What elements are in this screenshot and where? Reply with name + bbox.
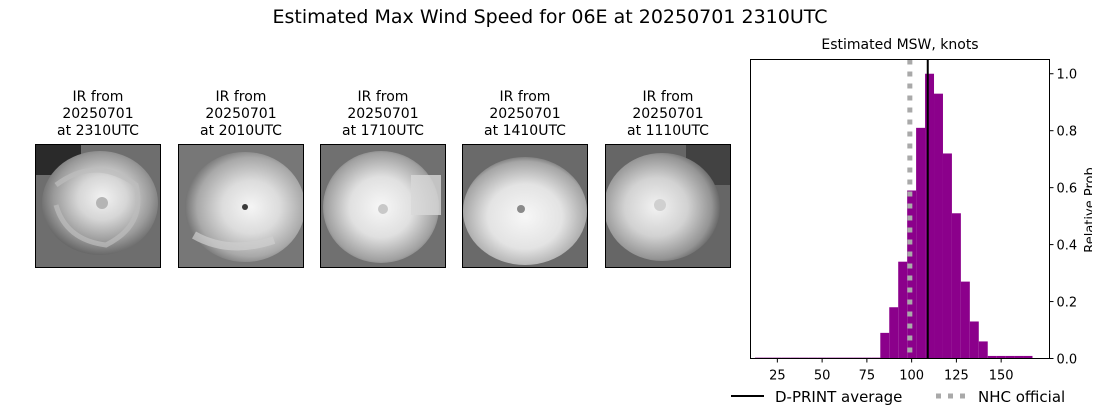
- ir-caption: IR from 20250701 at 1410UTC: [462, 89, 588, 140]
- ir-caption-line: IR from: [215, 89, 267, 105]
- histogram-bar: [996, 355, 1006, 359]
- histogram-bar: [898, 261, 908, 359]
- legend-label-dprint: D-PRINT average: [775, 388, 902, 405]
- msw-histogram-chart: Estimated MSW, knots 25 50 75 100 125 150 0.0…: [731, 37, 1092, 405]
- histogram-bar: [969, 321, 979, 359]
- histogram-bar: [1005, 355, 1015, 359]
- ir-caption-date: 20250701: [632, 106, 704, 122]
- ir-satellite-image: [35, 144, 161, 268]
- ir-satellite-image: [605, 144, 731, 268]
- y-axis-label: Relative Prob: [1083, 167, 1092, 252]
- ir-panel-3: IR from 20250701 at 1710UTC: [320, 89, 446, 268]
- ir-caption-time: at 2010UTC: [200, 123, 282, 139]
- histogram-bar: [1023, 355, 1033, 359]
- y-tick-label: 0.2: [1057, 296, 1078, 311]
- histogram-bar: [1014, 355, 1024, 359]
- x-tick-label: 25: [769, 369, 786, 384]
- histogram-bar: [978, 341, 988, 359]
- ir-caption-line: IR from: [499, 89, 551, 105]
- histogram-bar: [987, 355, 997, 359]
- histogram-bar: [880, 332, 890, 359]
- ir-satellite-image: [320, 144, 446, 268]
- y-tick-label: 0.0: [1057, 353, 1078, 368]
- ir-caption-time: at 1710UTC: [342, 123, 424, 139]
- chart-legend: D-PRINT average NHC official: [731, 388, 1065, 405]
- ir-caption-time: at 1410UTC: [484, 123, 566, 139]
- histogram-bar: [907, 190, 917, 359]
- ir-caption-time: at 1110UTC: [627, 123, 709, 139]
- ir-caption: IR from 20250701 at 2310UTC: [35, 89, 161, 140]
- ir-caption-date: 20250701: [347, 106, 419, 122]
- histogram-bar: [889, 307, 899, 359]
- ir-panel-4: IR from 20250701 at 1410UTC: [462, 89, 588, 268]
- chart-title: Estimated MSW, knots: [821, 37, 978, 53]
- ir-panel-5: IR from 20250701 at 1110UTC: [605, 89, 731, 268]
- histogram-bar: [934, 93, 943, 359]
- histogram-bar: [916, 127, 926, 359]
- ir-panel-1: IR from 20250701 at 2310UTC: [35, 89, 161, 268]
- x-tick-label: 150: [989, 369, 1014, 384]
- x-tick-label: 125: [944, 369, 969, 384]
- reference-lines: [907, 59, 929, 359]
- figure-title: Estimated Max Wind Speed for 06E at 2025…: [272, 6, 828, 28]
- ir-satellite-image: [462, 144, 588, 268]
- ir-caption: IR from 20250701 at 1710UTC: [320, 89, 446, 140]
- histogram-bar: [951, 213, 961, 359]
- plot-frame: [750, 59, 1050, 359]
- y-tick-label: 0.4: [1057, 239, 1078, 254]
- ir-caption-date: 20250701: [489, 106, 561, 122]
- ir-caption-line: IR from: [642, 89, 694, 105]
- y-tick-label: 0.8: [1057, 125, 1078, 140]
- y-tick-label: 1.0: [1057, 68, 1078, 83]
- histogram-bars: [754, 73, 1033, 359]
- ir-panel-2: IR from 20250701 at 2010UTC: [178, 89, 304, 268]
- x-tick-label: 50: [814, 369, 831, 384]
- ir-satellite-image: [178, 144, 304, 268]
- x-tick-label: 75: [859, 369, 876, 384]
- y-tick-label: 0.6: [1057, 182, 1078, 197]
- histogram-bar: [925, 73, 935, 359]
- ir-caption-line: IR from: [72, 89, 124, 105]
- ir-caption-line: IR from: [357, 89, 409, 105]
- ir-caption-time: at 2310UTC: [57, 123, 139, 139]
- ir-caption-date: 20250701: [62, 106, 134, 122]
- ir-caption: IR from 20250701 at 2010UTC: [178, 89, 304, 140]
- ir-caption-date: 20250701: [205, 106, 277, 122]
- histogram-bar: [942, 153, 952, 359]
- legend-label-nhc: NHC official: [978, 388, 1065, 405]
- histogram-bar: [960, 281, 970, 359]
- y-axis-ticks: 0.0 0.2 0.4 0.6 0.8 1.0: [1049, 68, 1078, 368]
- ir-caption: IR from 20250701 at 1110UTC: [605, 89, 731, 140]
- x-axis-ticks: 25 50 75 100 125 150: [769, 358, 1014, 384]
- x-tick-label: 100: [899, 369, 924, 384]
